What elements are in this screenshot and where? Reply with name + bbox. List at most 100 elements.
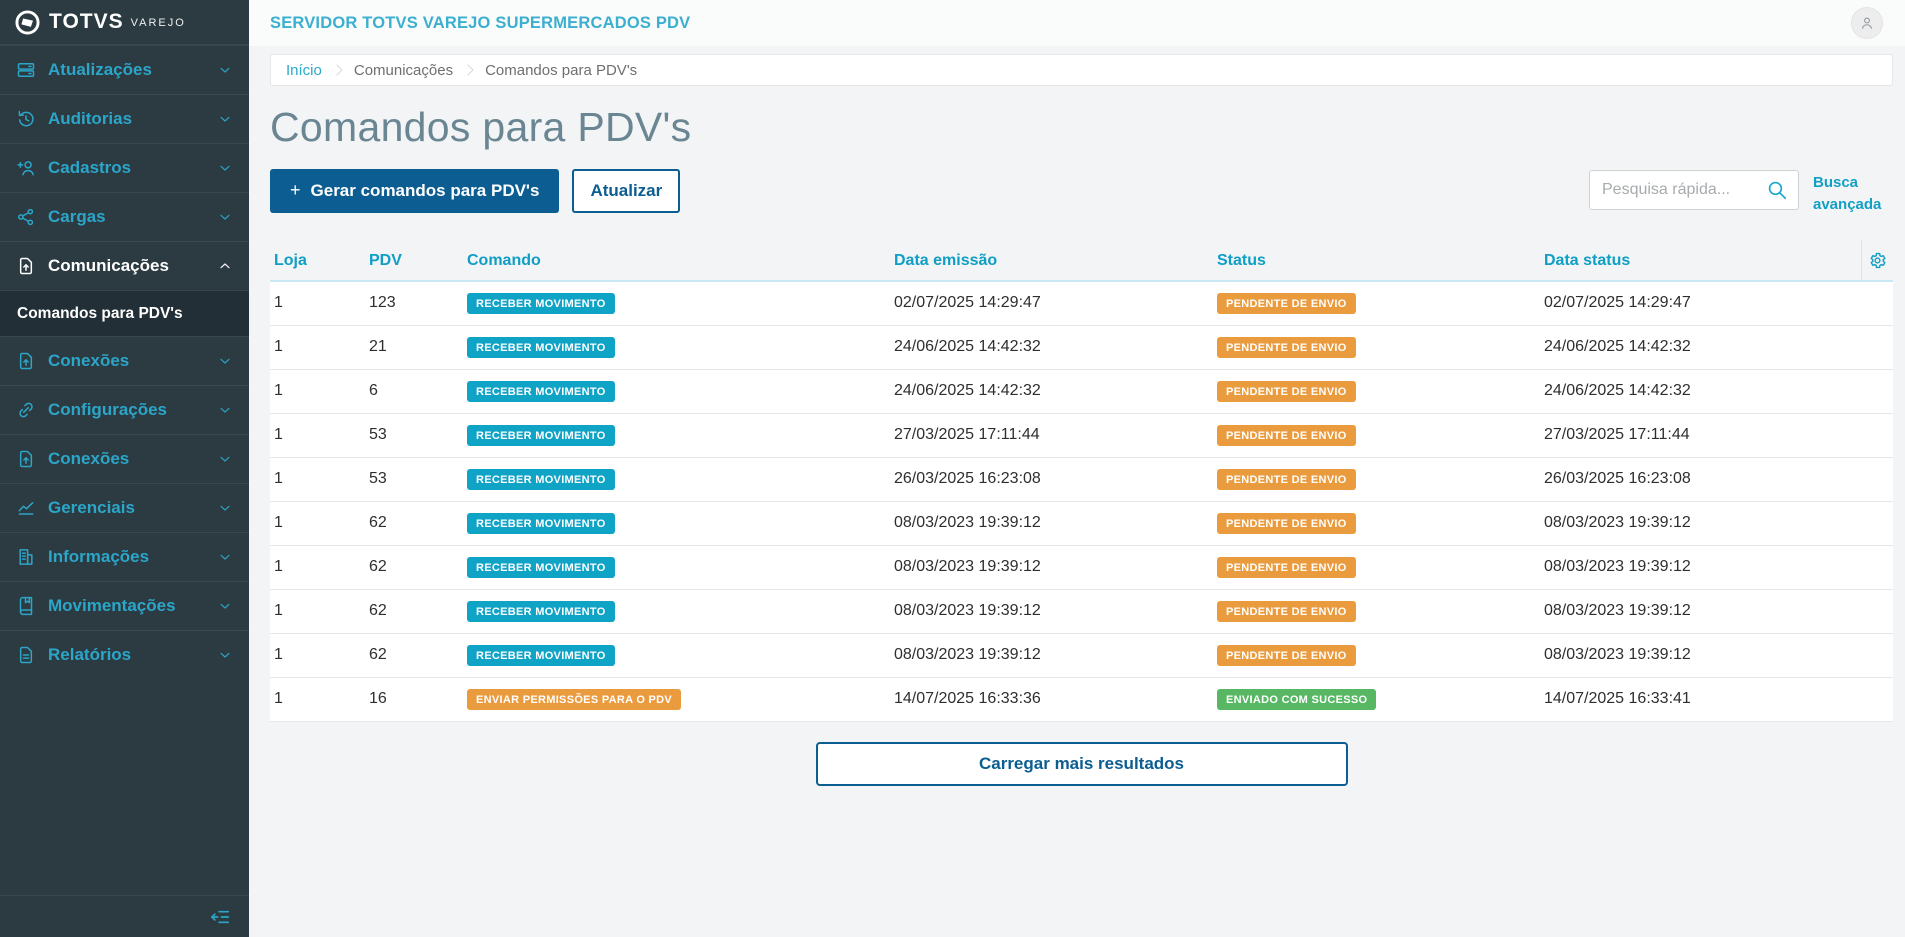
generate-commands-label: Gerar comandos para PDV's [310,181,540,200]
sidebar-item-auditorias[interactable]: Auditorias [0,94,249,143]
cell-status: ENVIADO COM SUCESSO [1213,688,1540,710]
comando-badge: RECEBER MOVIMENTO [467,292,615,314]
sidebar-item-configuracoes[interactable]: Configurações [0,385,249,434]
sidebar-item-conexoes[interactable]: Conexões [0,434,249,483]
cell-comando: RECEBER MOVIMENTO [463,336,890,358]
user-plus-icon [16,158,48,178]
cell-data-status: 24/06/2025 14:42:32 [1544,382,1691,399]
sidebar-item-comunicacoes[interactable]: Comunicações [0,241,249,290]
search-icon[interactable] [1766,179,1788,201]
status-badge: ENVIADO COM SUCESSO [1217,688,1377,710]
table-row[interactable]: 1 62 RECEBER MOVIMENTO 08/03/2023 19:39:12 P… [270,545,1893,590]
table-row[interactable]: 1 62 RECEBER MOVIMENTO 08/03/2023 19:39:12 P… [270,633,1893,678]
generate-commands-button[interactable]: + Gerar comandos para PDV's [270,169,560,213]
breadcrumb-item-comandos-para-pdv-s: Comandos para PDV's [485,61,638,79]
cell-data-emissao: 14/07/2025 16:33:36 [894,690,1041,707]
column-header-data-status: Data status [1544,251,1631,269]
cell-pdv: 123 [369,294,396,311]
sidebar: TOTVS VAREJO Atualizações Auditorias Cadas… [0,0,249,937]
comando-badge: RECEBER MOVIMENTO [467,600,615,622]
collapse-menu-icon[interactable] [209,906,231,928]
chevron-down-icon [217,111,233,127]
cell-comando: RECEBER MOVIMENTO [463,600,890,622]
chevron-down-icon [217,209,233,225]
comando-badge: RECEBER MOVIMENTO [467,380,615,402]
table-row[interactable]: 1 123 RECEBER MOVIMENTO 02/07/2025 14:29:47… [270,281,1893,326]
sidebar-item-cadastros[interactable]: Cadastros [0,143,249,192]
chevron-down-icon [217,62,233,78]
search-input[interactable] [1602,181,1766,199]
cell-status: PENDENTE DE ENVIO [1213,600,1540,622]
book-icon [16,596,48,616]
sidebar-item-informacoes[interactable]: Informações [0,532,249,581]
table-row[interactable]: 1 62 RECEBER MOVIMENTO 08/03/2023 19:39:12 P… [270,589,1893,634]
chevron-down-icon [217,549,233,565]
cell-comando: ENVIAR PERMISSÕES PARA O PDV [463,688,890,710]
comando-badge: RECEBER MOVIMENTO [467,644,615,666]
column-header-data-emissao: Data emissão [894,251,998,269]
load-more-wrap: Carregar mais resultados [270,741,1893,786]
breadcrumb-item-inicio[interactable]: Início [286,61,322,79]
cell-loja: 1 [274,690,283,707]
sidebar-subitem-comandos-para-pdv-s[interactable]: Comandos para PDV's [0,290,249,336]
cell-status: PENDENTE DE ENVIO [1213,512,1540,534]
sidebar-item-label: Auditorias [48,109,133,128]
table-row[interactable]: 1 62 RECEBER MOVIMENTO 08/03/2023 19:39:12 P… [270,501,1893,546]
refresh-button[interactable]: Atualizar [572,169,681,213]
breadcrumb-separator-icon [462,64,474,76]
file-upload-icon [16,449,48,469]
sidebar-item-label: Conexões [48,351,130,370]
cell-data-emissao: 08/03/2023 19:39:12 [894,514,1041,531]
sidebar-item-label: Gerenciais [48,498,135,517]
cell-comando: RECEBER MOVIMENTO [463,468,890,490]
user-avatar[interactable] [1852,8,1882,38]
cell-comando: RECEBER MOVIMENTO [463,556,890,578]
comando-badge: RECEBER MOVIMENTO [467,424,615,446]
status-badge: PENDENTE DE ENVIO [1217,424,1356,446]
table-row[interactable]: 1 53 RECEBER MOVIMENTO 27/03/2025 17:11:44 P… [270,413,1893,458]
table-settings-button[interactable] [1861,239,1893,282]
brand-logo: TOTVS VAREJO [0,0,249,44]
cell-comando: RECEBER MOVIMENTO [463,424,890,446]
table-row[interactable]: 1 53 RECEBER MOVIMENTO 26/03/2025 16:23:08 P… [270,457,1893,502]
cell-loja: 1 [274,294,283,311]
breadcrumb-separator-icon [331,64,343,76]
breadcrumb-item-comunicacoes[interactable]: Comunicações [353,61,454,79]
sidebar-item-cargas[interactable]: Cargas [0,192,249,241]
table-row[interactable]: 1 21 RECEBER MOVIMENTO 24/06/2025 14:42:32 P… [270,325,1893,370]
brand-name: TOTVS [49,10,124,33]
cell-data-status: 08/03/2023 19:39:12 [1544,602,1691,619]
load-more-button[interactable]: Carregar mais resultados [815,741,1348,786]
page-title: Comandos para PDV's [270,104,692,150]
cell-data-emissao: 08/03/2023 19:39:12 [894,602,1041,619]
table-row[interactable]: 1 16 ENVIAR PERMISSÕES PARA O PDV 14/07/202… [270,677,1893,722]
plus-icon: + [290,179,301,200]
sidebar-item-gerenciais[interactable]: Gerenciais [0,483,249,532]
sidebar-item-movimentacoes[interactable]: Movimentações [0,581,249,630]
sidebar-item-atualizacoes[interactable]: Atualizações [0,45,249,94]
chevron-up-icon [217,258,233,274]
status-badge: PENDENTE DE ENVIO [1217,380,1356,402]
column-header-status: Status [1217,251,1266,269]
sidebar-item-conexoes[interactable]: Conexões [0,336,249,385]
sidebar-nav: Atualizações Auditorias Cadastros Cargas Com… [0,44,249,679]
chevron-down-icon [217,451,233,467]
totvs-logo-icon [14,9,41,36]
cell-data-emissao: 24/06/2025 14:42:32 [894,382,1041,399]
cell-data-status: 26/03/2025 16:23:08 [1544,470,1691,487]
gear-icon [1868,251,1887,270]
sidebar-item-label: Atualizações [48,60,152,79]
cell-data-emissao: 08/03/2023 19:39:12 [894,646,1041,663]
cell-data-emissao: 08/03/2023 19:39:12 [894,558,1041,575]
cell-data-status: 08/03/2023 19:39:12 [1544,558,1691,575]
sidebar-item-label: Comunicações [48,256,169,275]
sidebar-item-label: Movimentações [48,596,176,615]
report-icon [16,645,48,665]
advanced-search-link[interactable]: Busca avançada [1813,174,1882,213]
sidebar-item-relatorios[interactable]: Relatórios [0,630,249,679]
cell-data-status: 14/07/2025 16:33:41 [1544,690,1691,707]
cell-data-status: 02/07/2025 14:29:47 [1544,294,1691,311]
table-row[interactable]: 1 6 RECEBER MOVIMENTO 24/06/2025 14:42:32 PE… [270,369,1893,414]
chevron-down-icon [217,598,233,614]
cell-status: PENDENTE DE ENVIO [1213,468,1540,490]
